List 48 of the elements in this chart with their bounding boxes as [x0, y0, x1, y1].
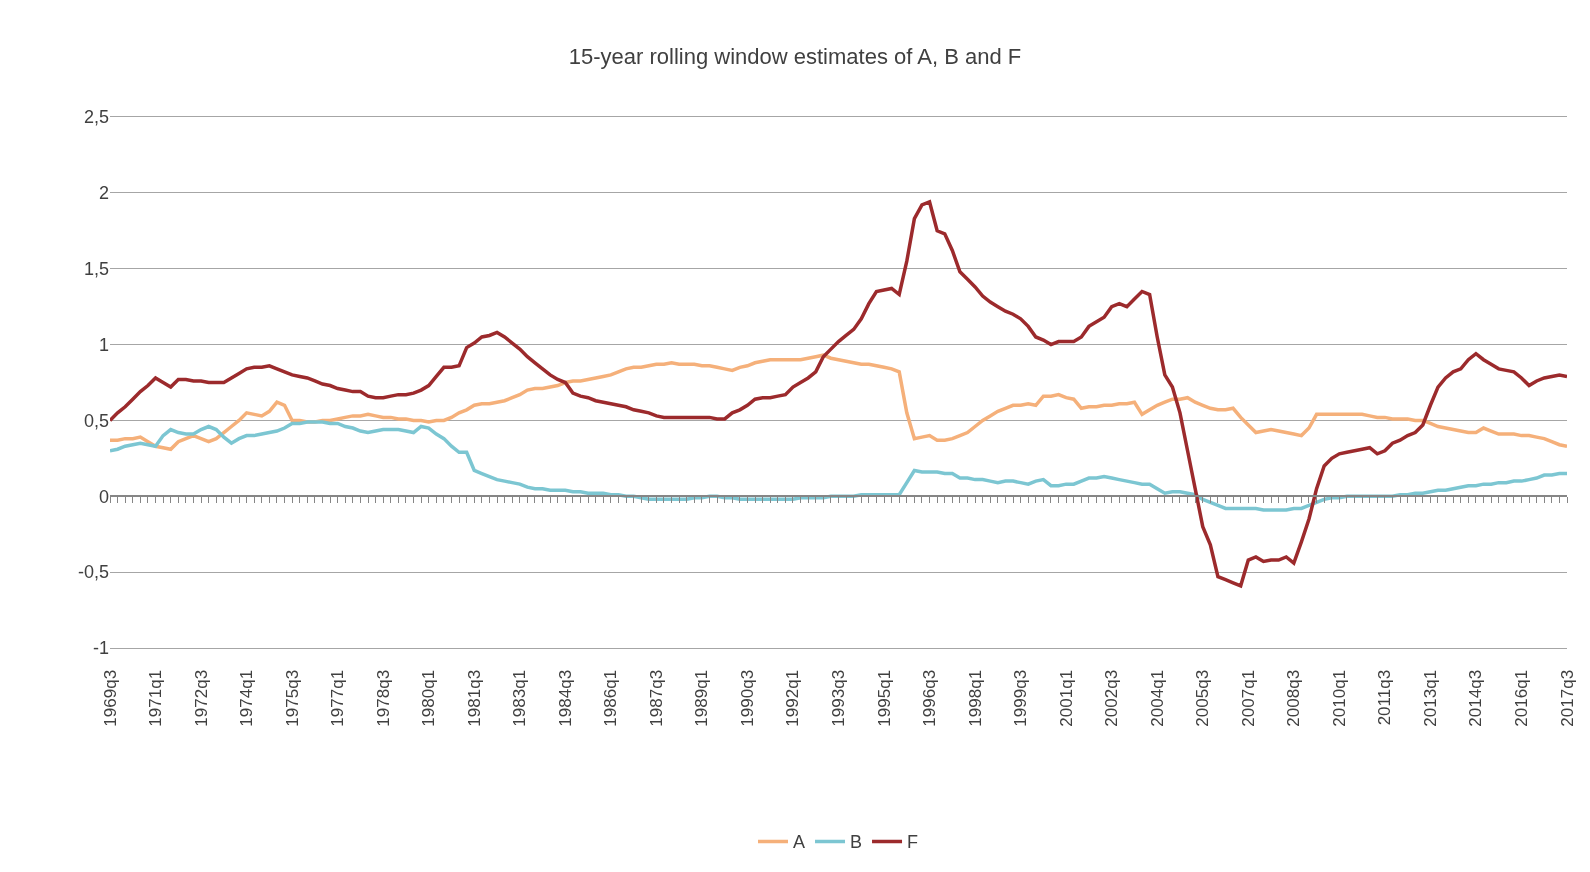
- x-tick-label: 1978q3: [373, 669, 393, 727]
- x-tick-label: 1972q3: [191, 669, 211, 727]
- x-tick-label: 2011q3: [1375, 669, 1395, 726]
- y-tick-label: -1: [92, 638, 109, 659]
- y-tick-label: -0,5: [77, 562, 109, 583]
- x-tick-label: 1992q1: [783, 669, 803, 727]
- chart-title: 15-year rolling window estimates of A, B and F: [568, 44, 1022, 70]
- x-tick-label: 2013q1: [1420, 669, 1440, 727]
- x-tick-label: 1975q3: [282, 669, 302, 727]
- x-tick-label: 1999q3: [1011, 669, 1031, 727]
- x-tick-label: 1996q3: [920, 669, 940, 727]
- legend-label: B: [850, 832, 863, 853]
- line-series: [110, 420, 1567, 512]
- x-tick-label: 1981q3: [464, 669, 484, 727]
- x-tick-label: 1987q3: [646, 669, 666, 727]
- x-tick-label: 2007q1: [1238, 669, 1258, 727]
- y-tick-label: 0,5: [83, 410, 109, 431]
- x-tick-label: 2016q1: [1511, 669, 1531, 727]
- x-tick-label: 1984q3: [555, 669, 575, 727]
- x-tick-label: 2002q3: [1102, 669, 1122, 727]
- x-tick-label: 1971q1: [146, 669, 166, 727]
- x-tick-label: 1969q3: [100, 669, 120, 727]
- x-tick-label: 2004q1: [1147, 669, 1167, 727]
- x-tick-label: 1990q3: [737, 669, 757, 727]
- x-tick-label: 1983q1: [510, 669, 530, 727]
- x-tick-label: 2017q3: [1557, 669, 1577, 727]
- x-tick-label: 1977q1: [328, 669, 348, 727]
- x-tick-label: 2008q3: [1284, 669, 1304, 727]
- x-tick-label: 1995q1: [874, 669, 894, 727]
- x-tick-label: 1974q1: [237, 669, 257, 727]
- legend-label: A: [793, 832, 806, 853]
- y-tick-label: 2: [98, 183, 109, 204]
- x-tick-label: 1986q1: [601, 669, 621, 727]
- x-tick-label: 2005q3: [1193, 669, 1213, 727]
- y-tick-label: 2,5: [83, 107, 109, 128]
- x-tick-label: 2001q1: [1056, 669, 1076, 727]
- y-tick-label: 0: [98, 486, 109, 507]
- y-tick-label: 1: [98, 334, 109, 355]
- x-tick-label: 1993q3: [829, 669, 849, 727]
- line-series: [110, 200, 1567, 588]
- x-tick-label: 1998q1: [965, 669, 985, 727]
- x-tick-label: 2010q1: [1329, 669, 1349, 727]
- legend-label: F: [907, 832, 919, 853]
- y-tick-label: 1,5: [83, 259, 109, 280]
- x-tick-label: 1980q1: [419, 669, 439, 727]
- x-tick-label: 1989q1: [692, 669, 712, 727]
- x-tick-label: 2014q3: [1466, 669, 1486, 727]
- line-series: [110, 353, 1567, 451]
